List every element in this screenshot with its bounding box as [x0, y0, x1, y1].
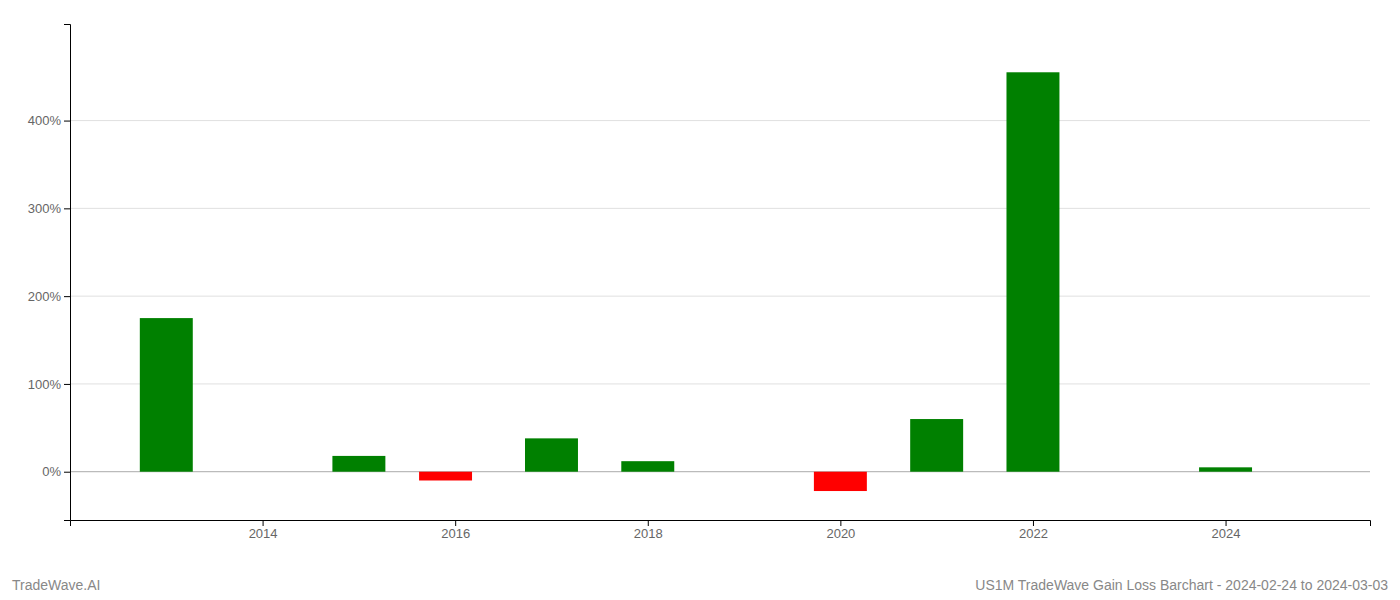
- tick-mark: [64, 208, 70, 209]
- grid-line: [70, 120, 1370, 121]
- bar: [814, 472, 867, 491]
- tick-label: 2024: [1212, 526, 1241, 541]
- x-axis: 2014 2016 2018 2020 2022 2024: [71, 520, 1371, 541]
- y-axis: 0% 100% 200% 300% 400%: [28, 25, 71, 521]
- bar: [621, 461, 674, 472]
- tick-label: 100%: [28, 377, 62, 392]
- tick-mark: [1226, 520, 1227, 526]
- tick-label: 2020: [826, 526, 855, 541]
- bar: [525, 438, 578, 471]
- tick-mark: [455, 520, 456, 526]
- axis-line: [64, 25, 71, 521]
- tick-label: 2016: [441, 526, 470, 541]
- tick: 2014: [249, 520, 278, 541]
- tick-label: 300%: [28, 201, 62, 216]
- tick: 0%: [42, 464, 70, 479]
- grid-line: [70, 471, 1370, 472]
- tick-mark: [64, 384, 70, 385]
- plot: 2014 2016 2018 2020 2022 2024 0% 100% 200% 300% 40…: [28, 25, 1371, 542]
- tick-mark: [648, 520, 649, 526]
- tick-label: 400%: [28, 113, 62, 128]
- tick-label: 0%: [42, 464, 61, 479]
- tick-mark: [263, 520, 264, 526]
- bar: [910, 419, 963, 472]
- tick: 400%: [28, 113, 70, 128]
- axis-line: [71, 521, 1371, 527]
- tick: 100%: [28, 377, 70, 392]
- tick: 2024: [1212, 520, 1241, 541]
- tick-mark: [1033, 520, 1034, 526]
- tick-label: 2014: [249, 526, 278, 541]
- grid-line: [70, 383, 1370, 384]
- tick: 2020: [826, 520, 855, 541]
- bars: [140, 72, 1252, 491]
- bar: [1199, 467, 1252, 471]
- tick-mark: [64, 472, 70, 473]
- chart: 2014 2016 2018 2020 2022 2024 0% 100% 200% 300% 40…: [0, 0, 1400, 600]
- annotation: TradeWave.AI: [12, 577, 100, 593]
- tick: 2018: [634, 520, 663, 541]
- bar: [1006, 72, 1059, 471]
- bar: [419, 472, 472, 481]
- tick-mark: [64, 121, 70, 122]
- tick: 300%: [28, 201, 70, 216]
- bar: [140, 318, 193, 472]
- tick-label: 200%: [28, 289, 62, 304]
- tick-label: 2018: [634, 526, 663, 541]
- annotation: US1M TradeWave Gain Loss Barchart - 2024…: [975, 577, 1388, 593]
- grid-line: [70, 208, 1370, 209]
- tick-mark: [840, 520, 841, 526]
- tick-mark: [64, 296, 70, 297]
- tick: 2022: [1019, 520, 1048, 541]
- grid: [70, 121, 1370, 472]
- tick: 2016: [441, 520, 470, 541]
- grid-line: [70, 296, 1370, 297]
- tick: 200%: [28, 289, 70, 304]
- bar: [332, 456, 385, 472]
- tick-label: 2022: [1019, 526, 1048, 541]
